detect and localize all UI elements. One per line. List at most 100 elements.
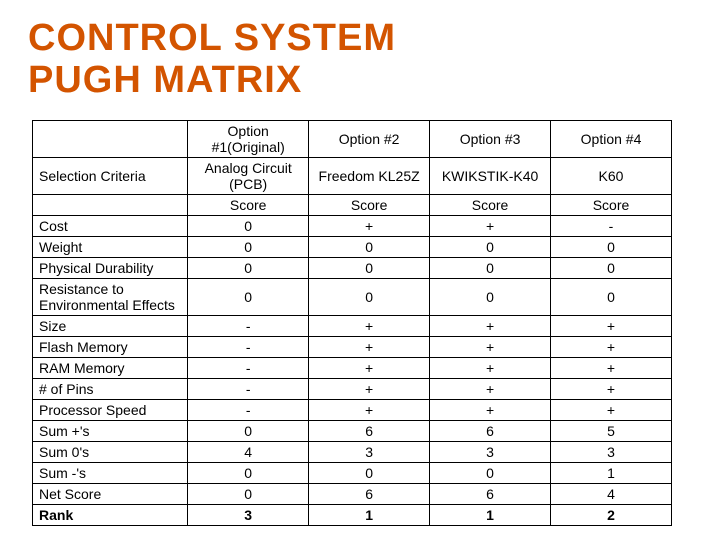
- row-label: # of Pins: [33, 378, 188, 399]
- score-label-2: Score: [309, 194, 430, 215]
- opt4-name: K60: [551, 157, 672, 194]
- cell-value: 0: [309, 257, 430, 278]
- cell-value: -: [188, 357, 309, 378]
- cell-value: +: [309, 315, 430, 336]
- cell-value: 0: [188, 257, 309, 278]
- cell-value: 0: [188, 420, 309, 441]
- cell-value: 3: [309, 441, 430, 462]
- cell-value: 2: [551, 504, 672, 525]
- row-label: Sum 0's: [33, 441, 188, 462]
- table-row: # of Pins-+++: [33, 378, 672, 399]
- cell-value: 0: [188, 236, 309, 257]
- row-label: Size: [33, 315, 188, 336]
- cell-value: +: [309, 215, 430, 236]
- title-line2: PUGH MATRIX: [28, 59, 302, 101]
- header-row-1: Option #1(Original) Option #2 Option #3 …: [33, 120, 672, 157]
- cell-value: +: [309, 399, 430, 420]
- cell-value: +: [309, 336, 430, 357]
- row-label: Flash Memory: [33, 336, 188, 357]
- row-label: Resistance to Environmental Effects: [33, 278, 188, 315]
- cell-value: 0: [188, 215, 309, 236]
- cell-value: 0: [430, 278, 551, 315]
- cell-value: 0: [188, 462, 309, 483]
- table-row: Sum +'s0665: [33, 420, 672, 441]
- cell-value: -: [551, 215, 672, 236]
- table-row: Weight0000: [33, 236, 672, 257]
- table-row: Net Score0664: [33, 483, 672, 504]
- cell-value: 6: [430, 420, 551, 441]
- page-title: CONTROL SYSTEM PUGH MATRIX: [28, 18, 692, 102]
- title-line1: CONTROL SYSTEM: [28, 17, 396, 59]
- header-row-3: Score Score Score Score: [33, 194, 672, 215]
- cell-value: -: [188, 336, 309, 357]
- header-opt2: Option #2: [309, 120, 430, 157]
- cell-value: +: [430, 357, 551, 378]
- cell-value: +: [551, 399, 672, 420]
- table-row: Size-+++: [33, 315, 672, 336]
- table-row: Rank3112: [33, 504, 672, 525]
- cell-value: 1: [551, 462, 672, 483]
- table-row: Cost0++-: [33, 215, 672, 236]
- header-blank: [33, 120, 188, 157]
- cell-value: 6: [309, 483, 430, 504]
- cell-value: 3: [430, 441, 551, 462]
- row-label: Sum +'s: [33, 420, 188, 441]
- cell-value: 0: [309, 236, 430, 257]
- cell-value: 0: [551, 236, 672, 257]
- cell-value: 5: [551, 420, 672, 441]
- cell-value: -: [188, 399, 309, 420]
- cell-value: 6: [309, 420, 430, 441]
- score-blank: [33, 194, 188, 215]
- score-label-4: Score: [551, 194, 672, 215]
- cell-value: 0: [188, 483, 309, 504]
- table-row: Sum -'s0001: [33, 462, 672, 483]
- cell-value: +: [430, 378, 551, 399]
- cell-value: 3: [551, 441, 672, 462]
- cell-value: +: [309, 357, 430, 378]
- header-opt4: Option #4: [551, 120, 672, 157]
- table-row: Physical Durability0000: [33, 257, 672, 278]
- row-label: Cost: [33, 215, 188, 236]
- score-label-3: Score: [430, 194, 551, 215]
- header-row-2: Selection Criteria Analog Circuit (PCB) …: [33, 157, 672, 194]
- cell-value: 1: [430, 504, 551, 525]
- row-label: Physical Durability: [33, 257, 188, 278]
- cell-value: 0: [188, 278, 309, 315]
- cell-value: 1: [309, 504, 430, 525]
- pugh-matrix-table: Option #1(Original) Option #2 Option #3 …: [32, 120, 672, 526]
- cell-value: +: [551, 378, 672, 399]
- score-label-1: Score: [188, 194, 309, 215]
- cell-value: +: [551, 336, 672, 357]
- header-opt3: Option #3: [430, 120, 551, 157]
- table-row: Resistance to Environmental Effects0000: [33, 278, 672, 315]
- cell-value: 0: [430, 236, 551, 257]
- table-row: RAM Memory-+++: [33, 357, 672, 378]
- opt1-name: Analog Circuit (PCB): [188, 157, 309, 194]
- cell-value: 0: [551, 278, 672, 315]
- table-row: Flash Memory-+++: [33, 336, 672, 357]
- cell-value: +: [430, 315, 551, 336]
- cell-value: 0: [551, 257, 672, 278]
- cell-value: -: [188, 378, 309, 399]
- cell-value: 6: [430, 483, 551, 504]
- cell-value: 4: [551, 483, 672, 504]
- row-label: Net Score: [33, 483, 188, 504]
- cell-value: +: [430, 399, 551, 420]
- row-label: Weight: [33, 236, 188, 257]
- cell-value: +: [309, 378, 430, 399]
- cell-value: -: [188, 315, 309, 336]
- cell-value: 4: [188, 441, 309, 462]
- row-label: RAM Memory: [33, 357, 188, 378]
- selection-criteria-label: Selection Criteria: [33, 157, 188, 194]
- cell-value: +: [551, 315, 672, 336]
- row-label: Processor Speed: [33, 399, 188, 420]
- cell-value: 0: [309, 278, 430, 315]
- table-row: Processor Speed-+++: [33, 399, 672, 420]
- cell-value: +: [551, 357, 672, 378]
- table-row: Sum 0's4333: [33, 441, 672, 462]
- cell-value: +: [430, 215, 551, 236]
- cell-value: 0: [430, 257, 551, 278]
- row-label: Sum -'s: [33, 462, 188, 483]
- cell-value: 0: [430, 462, 551, 483]
- cell-value: 0: [309, 462, 430, 483]
